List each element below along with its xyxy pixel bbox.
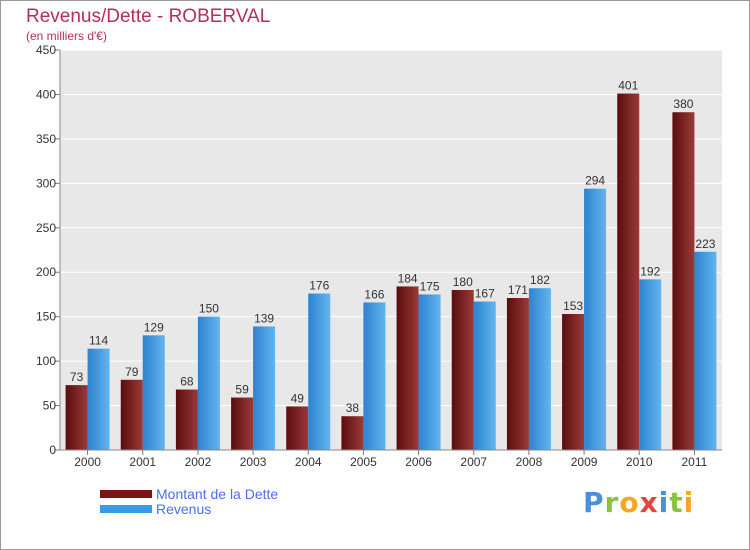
data-label: 73 xyxy=(70,370,84,384)
x-tick-label: 2001 xyxy=(129,455,156,469)
data-label: 176 xyxy=(309,279,329,293)
y-tick-label: 200 xyxy=(36,265,56,279)
x-tick-label: 2007 xyxy=(460,455,487,469)
data-label: 294 xyxy=(585,174,605,188)
logo-letter: i xyxy=(683,486,695,519)
data-label: 380 xyxy=(673,97,693,111)
data-label: 180 xyxy=(453,275,473,289)
logo-letter: r xyxy=(604,486,620,519)
data-label: 139 xyxy=(254,311,274,325)
logo-letter: t xyxy=(669,486,684,519)
data-label: 166 xyxy=(364,287,384,301)
bar-dette xyxy=(617,93,640,451)
bar-revenus xyxy=(142,335,165,450)
bar-revenus xyxy=(584,188,607,450)
bar-dette xyxy=(65,385,88,450)
bar-revenus xyxy=(253,326,276,450)
chart-title: Revenus/Dette - ROBERVAL xyxy=(26,6,271,27)
legend: Montant de la Dette Revenus xyxy=(100,485,279,517)
legend-swatch-dette xyxy=(100,489,152,498)
legend-item-revenus: Revenus xyxy=(100,500,278,517)
y-tick-label: 250 xyxy=(36,221,56,235)
data-label: 223 xyxy=(695,237,715,251)
logo-letter: P xyxy=(583,486,605,519)
bar-dette xyxy=(286,406,309,450)
legend-label-dette: Montant de la Dette xyxy=(156,485,279,502)
data-label: 401 xyxy=(618,79,638,93)
data-label: 114 xyxy=(89,334,108,348)
legend-item-dette: Montant de la Dette xyxy=(100,485,279,502)
x-tick-label: 2009 xyxy=(571,455,598,469)
data-label: 167 xyxy=(475,287,495,301)
data-label: 184 xyxy=(398,271,418,285)
bar-revenus xyxy=(473,301,496,450)
data-label: 192 xyxy=(640,264,660,278)
bar-revenus xyxy=(87,348,110,450)
y-tick-label: 300 xyxy=(36,176,56,190)
bar-revenus xyxy=(363,302,386,450)
data-label: 49 xyxy=(291,391,305,405)
logo-letter: x xyxy=(639,486,659,519)
data-label: 38 xyxy=(346,401,360,415)
x-tick-label: 2004 xyxy=(295,455,322,469)
x-tick-label: 2011 xyxy=(682,455,708,469)
data-label: 79 xyxy=(125,365,139,379)
data-label: 59 xyxy=(235,383,249,397)
x-tick-label: 2005 xyxy=(350,455,377,469)
x-tick-label: 2010 xyxy=(626,455,653,469)
bar-dette xyxy=(451,290,474,450)
proxiti-logo: Proxiti xyxy=(583,486,694,519)
bar-dette xyxy=(231,397,254,450)
y-tick-label: 50 xyxy=(43,399,57,413)
x-tick-label: 2003 xyxy=(240,455,267,469)
bar-revenus xyxy=(528,288,551,450)
y-tick-label: 350 xyxy=(36,132,56,146)
plot-background xyxy=(60,50,722,450)
bar-dette xyxy=(120,379,143,450)
bar-dette xyxy=(672,112,695,450)
data-label: 68 xyxy=(180,375,194,389)
legend-label-revenus: Revenus xyxy=(156,500,212,517)
data-label: 182 xyxy=(530,273,550,287)
data-label: 171 xyxy=(508,283,528,297)
bar-dette xyxy=(341,416,364,450)
y-tick-label: 400 xyxy=(36,87,56,101)
y-tick-label: 100 xyxy=(36,354,56,368)
data-label: 175 xyxy=(420,279,440,293)
bar-revenus xyxy=(308,293,331,450)
bar-revenus xyxy=(197,316,220,450)
logo-letter: i xyxy=(658,486,670,519)
chart-subtitle: (en milliers d'€) xyxy=(26,29,107,43)
x-tick-label: 2000 xyxy=(74,455,101,469)
bar-dette xyxy=(175,389,198,450)
bar-revenus xyxy=(639,279,662,450)
x-tick-label: 2002 xyxy=(185,455,212,469)
x-tick-label: 2006 xyxy=(405,455,432,469)
x-tick-label: 2008 xyxy=(516,455,543,469)
logo-letter: o xyxy=(619,486,640,519)
bar-dette xyxy=(506,298,529,450)
y-tick-label: 0 xyxy=(49,443,56,457)
legend-swatch-revenus xyxy=(100,504,152,513)
y-tick-label: 450 xyxy=(36,43,56,57)
bar-revenus xyxy=(694,251,717,450)
y-tick-label: 150 xyxy=(36,310,56,324)
bar-dette xyxy=(562,314,585,450)
bar-revenus xyxy=(418,294,441,450)
data-label: 150 xyxy=(199,302,219,316)
bar-dette xyxy=(396,286,419,450)
data-label: 129 xyxy=(144,320,164,334)
data-label: 153 xyxy=(563,299,583,313)
